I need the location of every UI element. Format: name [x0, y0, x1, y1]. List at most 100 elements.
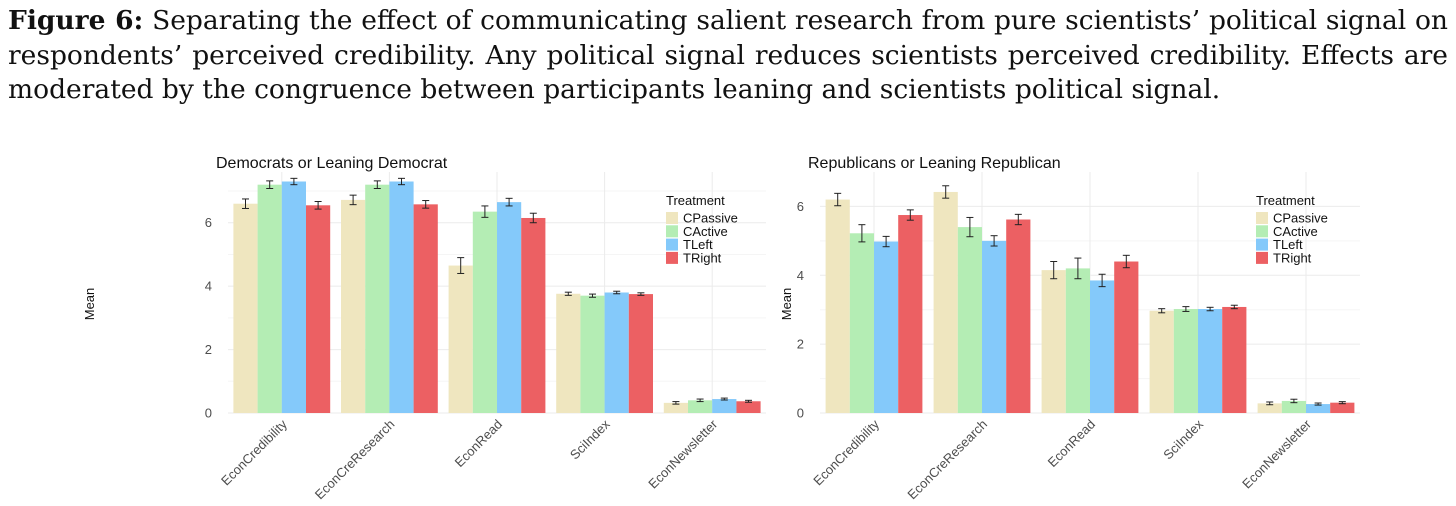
error-bar	[398, 177, 405, 186]
series-tright	[898, 209, 1355, 413]
error-bar	[720, 397, 728, 401]
error-bar	[906, 209, 914, 221]
error-bar	[834, 192, 842, 207]
error-bar	[1290, 398, 1298, 404]
x-tick-label-econcredibility: EconCredibility	[218, 416, 290, 488]
figure-caption: Figure 6: Separating the effect of commu…	[8, 4, 1448, 108]
legend-key-tleft	[666, 238, 678, 251]
error-bar	[314, 200, 322, 210]
error-bar	[529, 212, 537, 224]
error-bar	[290, 177, 298, 186]
bar-tright-econread	[521, 217, 546, 413]
error-bar	[1266, 401, 1274, 406]
y-axis-label: Mean	[779, 288, 794, 321]
x-tick-label-econcreresearch: EconCreResearch	[904, 417, 990, 503]
bar-tleft-econread	[497, 202, 522, 413]
legend-key-cactive	[666, 225, 678, 238]
legend-key-tleft	[1256, 238, 1268, 251]
error-bar	[1206, 306, 1214, 312]
error-bar	[1122, 254, 1130, 269]
bar-tright-econcredibility	[306, 205, 331, 413]
figure-caption-text: Separating the effect of communicating s…	[8, 5, 1448, 105]
bar-cpassive-econcredibility	[825, 199, 850, 413]
legend-label-cactive: CActive	[683, 224, 728, 239]
x-tick-label-econcreresearch: EconCreResearch	[312, 417, 398, 503]
bar-cactive-econnewsletter	[688, 400, 713, 413]
bar-cactive-econnewsletter	[1281, 400, 1306, 413]
series-cactive	[849, 216, 1306, 413]
error-bar	[882, 235, 890, 248]
series-cpassive	[825, 185, 1282, 413]
bar-cactive-econcredibility	[849, 233, 874, 413]
bar-cactive-econread	[1065, 268, 1090, 413]
bar-cactive-econcreresearch	[365, 184, 390, 413]
bar-cpassive-sciindex	[1149, 310, 1174, 413]
bar-cpassive-econcredibility	[233, 203, 258, 413]
error-bar	[373, 180, 381, 189]
series-tleft	[281, 177, 737, 413]
error-bar	[637, 292, 645, 296]
bar-tleft-econcredibility	[281, 181, 306, 413]
bar-tright-sciindex	[1222, 306, 1247, 413]
series-cactive	[257, 180, 713, 413]
chart-title: Democrats or Leaning Democrat	[216, 155, 448, 172]
bar-tleft-sciindex	[1198, 309, 1223, 413]
chart-panel-1: 0 2 4 6 EconCredibility EconCreResearch EconRe…	[82, 155, 766, 502]
error-bar	[1314, 402, 1322, 406]
error-bar	[564, 291, 572, 296]
legend-title: Treatment	[666, 193, 725, 208]
bar-cpassive-sciindex	[556, 293, 581, 413]
bar-tleft-econread	[1090, 280, 1115, 413]
bar-tleft-econnewsletter	[712, 399, 737, 413]
bar-tright-sciindex	[628, 294, 653, 413]
y-tick-label: 6	[797, 199, 804, 214]
error-bar	[942, 185, 950, 199]
bar-tleft-econcreresearch	[982, 240, 1007, 413]
error-bar	[422, 200, 430, 209]
y-axis-label: Mean	[82, 288, 97, 321]
bar-cpassive-econread	[1041, 270, 1066, 413]
legend-key-cpassive	[1256, 212, 1268, 224]
error-bar	[613, 290, 621, 295]
bar-cpassive-econnewsletter	[1257, 403, 1282, 413]
bar-cactive-econcredibility	[257, 184, 282, 413]
legend-key-tright	[666, 251, 678, 264]
legend-key-tright	[1256, 251, 1268, 264]
x-tick-label-econcredibility: EconCredibility	[810, 416, 882, 488]
error-bar	[1050, 261, 1058, 280]
bar-cactive-sciindex	[580, 295, 605, 413]
bar-cpassive-econcreresearch	[933, 191, 958, 413]
bar-tright-econcreresearch	[1006, 219, 1031, 413]
legend-label-tright: TRight	[1273, 250, 1312, 265]
legend-label-cpassive: CPassive	[1273, 211, 1328, 226]
bar-tleft-econnewsletter	[1306, 404, 1331, 413]
series-cpassive	[233, 194, 688, 413]
bar-tright-econnewsletter	[736, 401, 761, 413]
legend-label-tleft: TLeft	[1273, 237, 1303, 252]
legend-title: Treatment	[1256, 193, 1315, 208]
bar-tright-econcreresearch	[413, 204, 438, 413]
bar-tright-econnewsletter	[1330, 402, 1355, 413]
error-bar	[1098, 273, 1106, 288]
error-bar	[858, 224, 866, 243]
legend-label-tleft: TLeft	[683, 237, 713, 252]
x-tick-label-sciindex: SciIndex	[567, 416, 613, 462]
legend-label-cpassive: CPassive	[683, 211, 738, 226]
bar-tleft-sciindex	[604, 292, 629, 413]
error-bar	[672, 401, 680, 405]
y-tick-label: 2	[797, 337, 804, 352]
error-bar	[1158, 308, 1166, 314]
error-bar	[745, 399, 752, 403]
y-tick-label: 0	[205, 406, 212, 421]
bar-cpassive-econnewsletter	[663, 402, 688, 413]
error-bar	[1074, 257, 1082, 280]
x-tick-label-econread: EconRead	[452, 417, 506, 471]
error-bar	[696, 398, 704, 403]
error-bar	[966, 216, 974, 238]
error-bar	[505, 197, 513, 207]
legend-key-cactive	[1256, 225, 1268, 238]
error-bar	[1182, 306, 1190, 312]
error-bar	[990, 235, 998, 247]
